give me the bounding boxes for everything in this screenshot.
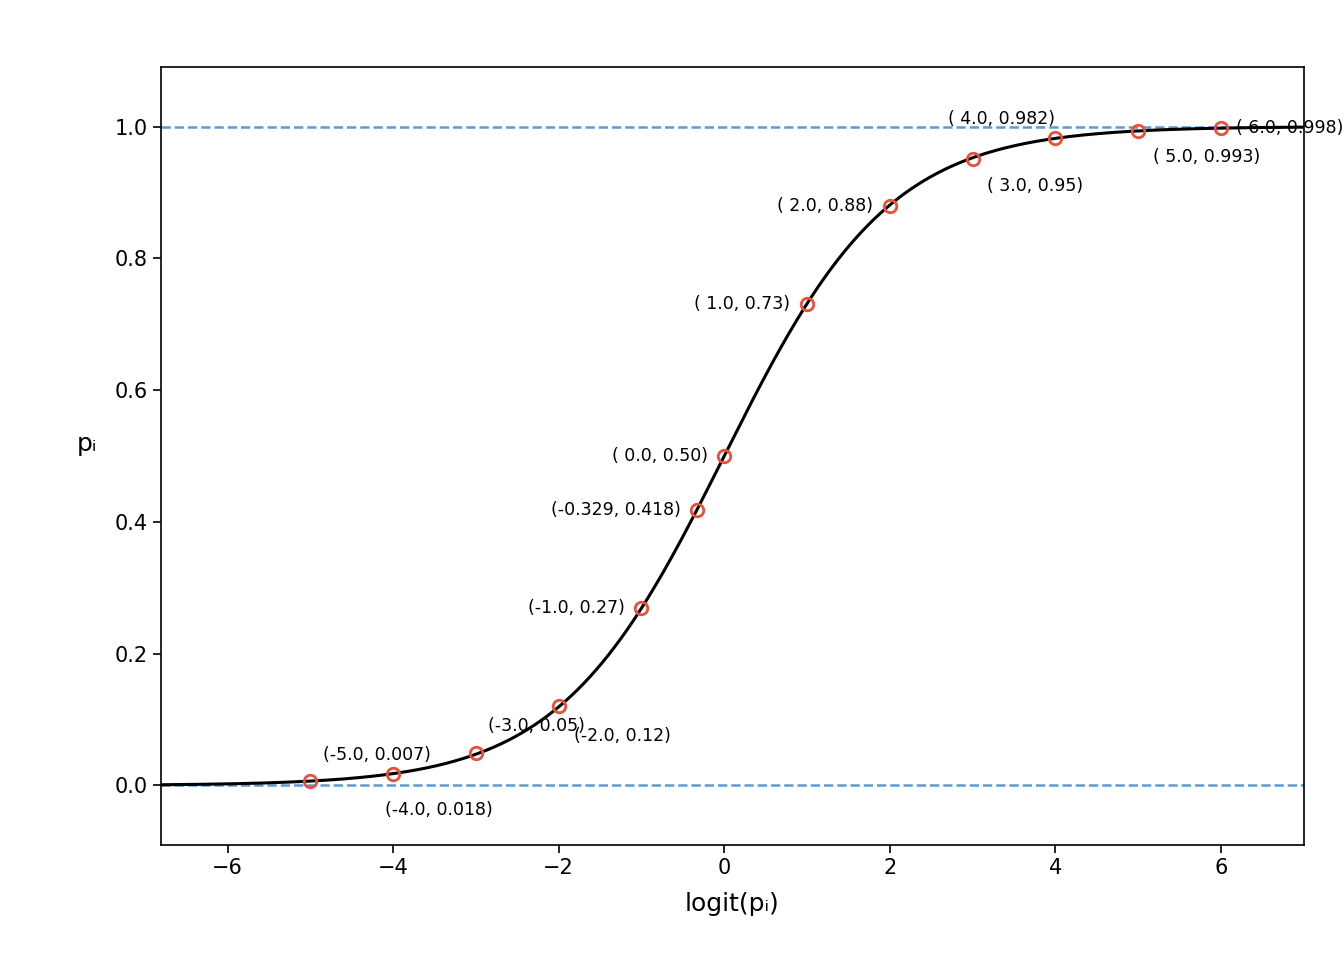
Text: ( 5.0, 0.993): ( 5.0, 0.993)	[1153, 149, 1261, 166]
Text: ( 2.0, 0.88): ( 2.0, 0.88)	[777, 197, 874, 215]
X-axis label: logit(pᵢ): logit(pᵢ)	[685, 892, 780, 916]
Y-axis label: pᵢ: pᵢ	[77, 432, 97, 456]
Text: ( 3.0, 0.95): ( 3.0, 0.95)	[988, 177, 1083, 195]
Text: ( 1.0, 0.73): ( 1.0, 0.73)	[695, 296, 790, 313]
Text: (-4.0, 0.018): (-4.0, 0.018)	[384, 801, 492, 819]
Text: ( 6.0, 0.998): ( 6.0, 0.998)	[1235, 119, 1343, 137]
Text: (-0.329, 0.418): (-0.329, 0.418)	[551, 501, 680, 519]
Text: (-1.0, 0.27): (-1.0, 0.27)	[528, 599, 625, 616]
Text: (-5.0, 0.007): (-5.0, 0.007)	[323, 746, 430, 763]
Text: ( 4.0, 0.982): ( 4.0, 0.982)	[948, 109, 1055, 128]
Text: ( 0.0, 0.50): ( 0.0, 0.50)	[612, 447, 708, 465]
Text: (-2.0, 0.12): (-2.0, 0.12)	[574, 727, 671, 745]
Text: (-3.0, 0.05): (-3.0, 0.05)	[488, 717, 585, 735]
